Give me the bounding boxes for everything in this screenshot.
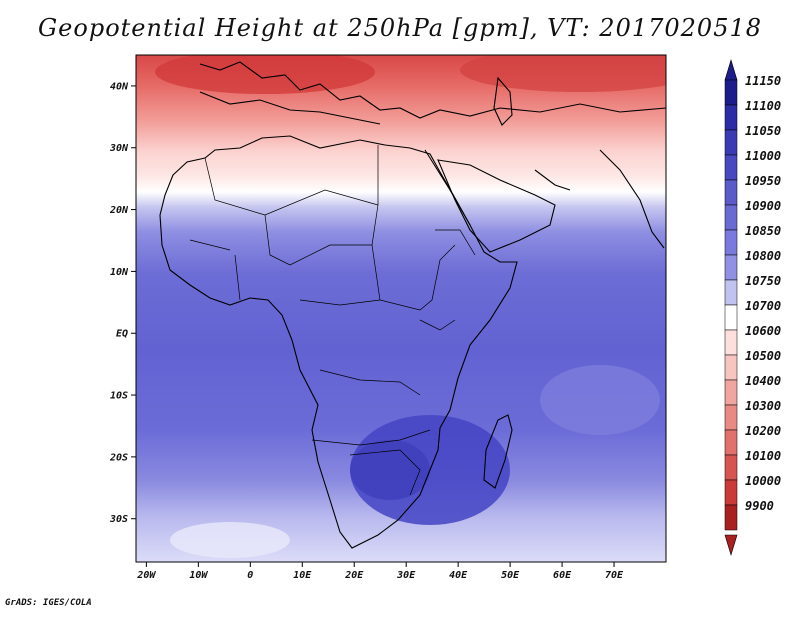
colorbar-segment (724, 304, 738, 331)
colorbar-segment (724, 454, 738, 481)
colorbar-label: 9900 (745, 499, 774, 513)
colorbar-label: 10800 (745, 249, 781, 263)
lat-tick-label: 10S (110, 391, 128, 402)
colorbar-label: 10900 (745, 199, 781, 213)
lon-tick-label: 30E (396, 570, 416, 581)
colorbar-label: 10750 (745, 274, 781, 288)
colorbar-segment (724, 429, 738, 456)
colorbar-bottom-arrow (724, 534, 738, 557)
colorbar-top-arrow (724, 58, 738, 81)
colorbar-segment (724, 254, 738, 281)
colorbar-label: 11050 (745, 124, 781, 138)
lon-tick-label: 40E (449, 570, 468, 581)
lat-tick-label: 40N (110, 81, 129, 92)
grads-credit: GrADS: IGES/COLA (5, 598, 92, 608)
map-frame (135, 54, 667, 563)
colorbar-label: 10950 (745, 174, 781, 188)
country-borders (189, 145, 476, 496)
colorbar-label: 10000 (745, 474, 781, 488)
colorbar-segment (724, 379, 738, 406)
lat-tick-label: 30S (109, 514, 128, 525)
lat-tick-label: 20S (109, 452, 128, 463)
colorbar-segment (724, 129, 738, 156)
colorbar-segment (724, 154, 738, 181)
lat-tick-label: 10N (110, 267, 129, 278)
colorbar-segment (724, 179, 738, 206)
lat-tick-label: EQ (116, 329, 128, 340)
colorbar-label: 11000 (745, 149, 781, 163)
colorbar-label: 10600 (745, 324, 781, 338)
colorbar-segment (724, 104, 738, 131)
colorbar-label: 10850 (745, 224, 781, 238)
colorbar-label: 10700 (745, 299, 781, 313)
colorbar-segment (724, 79, 738, 106)
lon-tick-label: 50E (501, 570, 520, 581)
lat-tick-label: 20N (109, 205, 129, 216)
colorbar-segment (724, 404, 738, 431)
lon-tick-label: 60E (553, 570, 572, 581)
lat-tick-label: 30N (109, 143, 129, 154)
colorbar-label: 11100 (745, 99, 781, 113)
lon-tick-label: 20E (344, 570, 364, 581)
lon-tick-label: 20W (136, 570, 156, 581)
colorbar-label: 10100 (745, 449, 781, 463)
colorbar-segment (724, 204, 738, 231)
lon-tick-label: 0 (247, 570, 253, 581)
chart-title: Geopotential Height at 250hPa [gpm], VT:… (38, 14, 762, 42)
colorbar-label: 10400 (745, 374, 781, 388)
lon-tick-label: 70E (605, 570, 624, 581)
colorbar-segment (724, 229, 738, 256)
colorbar-label: 10300 (745, 399, 781, 413)
colorbar-segment (724, 329, 738, 356)
colorbar-segment (724, 504, 738, 531)
colorbar-label: 11150 (745, 74, 781, 88)
colorbar-segment (724, 354, 738, 381)
colorbar-label: 10500 (745, 349, 781, 363)
lon-tick-label: 10W (189, 570, 208, 581)
height-field (136, 55, 666, 562)
colorbar-segment (724, 279, 738, 306)
coastlines (159, 61, 666, 549)
lon-tick-label: 10E (293, 570, 312, 581)
colorbar-segment (724, 479, 738, 506)
colorbar-label: 10200 (745, 424, 781, 438)
lat-axis: 40N 30N 20N 10N EQ 10S 20S 30S (109, 81, 136, 525)
colorbar: 11150 11100 11050 11000 10950 10900 10850 10800… (724, 58, 781, 557)
lon-axis: 20W 10W 0 10E 20E 30E 40E 50E 60E 70E (136, 562, 624, 581)
